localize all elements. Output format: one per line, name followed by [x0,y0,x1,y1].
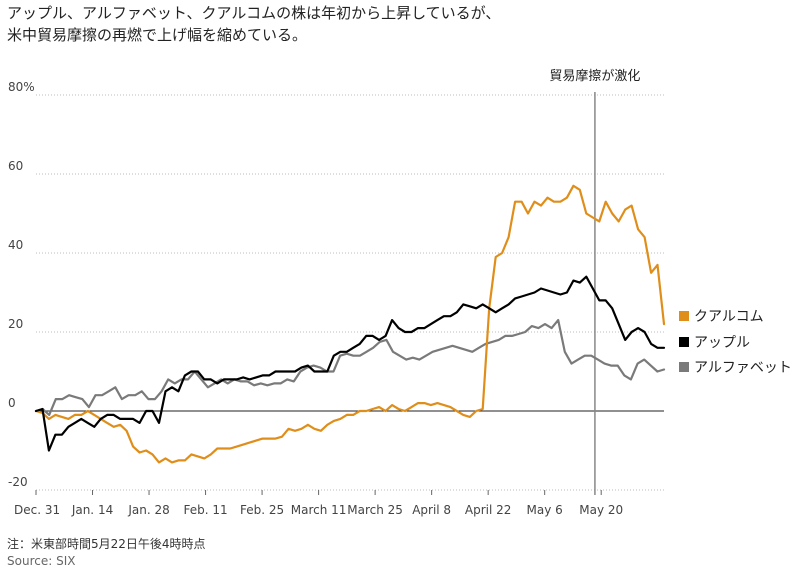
legend-label-2: アルファベット [694,360,792,376]
x-tick-label: March 11 [291,503,347,517]
legend-label-1: アップル [694,335,750,351]
x-tick-label: May 6 [527,503,563,517]
chart-title-line-2: 米中貿易摩擦の再燃で上げ幅を縮めている。 [7,26,308,44]
x-tick-label: April 22 [465,503,512,517]
x-tick-label: Feb. 11 [183,503,227,517]
y-tick-label: 20 [8,317,23,331]
series-line-0 [34,184,666,464]
annotation-label: 貿易摩擦が激化 [549,68,640,84]
legend-swatch-2 [679,362,689,372]
chart-title-line-1: アップル、アルファベット、クアルコムの株は年初から上昇しているが、 [7,4,501,22]
legend-swatch-1 [679,337,689,347]
y-tick-label: 60 [8,159,23,173]
chart-title: アップル、アルファベット、クアルコムの株は年初から上昇しているが、 米中貿易摩擦… [7,2,500,46]
series-line-1 [34,275,666,452]
chart-note: 注：米東部時間5月22日午後4時時点 [7,537,206,551]
x-tick-label: Jan. 14 [71,503,113,517]
series-line-2 [34,319,666,416]
y-tick-label: 40 [8,238,23,252]
x-tick-label: Feb. 25 [240,503,284,517]
legend-swatch-0 [679,311,689,321]
x-tick-label: March 25 [347,503,403,517]
y-tick-label: 80% [8,80,35,94]
x-tick-label: Dec. 31 [14,503,60,517]
legend-label-0: クアルコム [694,309,764,325]
y-tick-label: 0 [8,396,16,410]
chart-source: Source: SIX [7,554,76,568]
x-tick-label: April 8 [412,503,451,517]
y-tick-label: -20 [8,475,28,489]
x-tick-label: May 20 [579,503,623,517]
x-tick-label: Jan. 28 [127,503,169,517]
